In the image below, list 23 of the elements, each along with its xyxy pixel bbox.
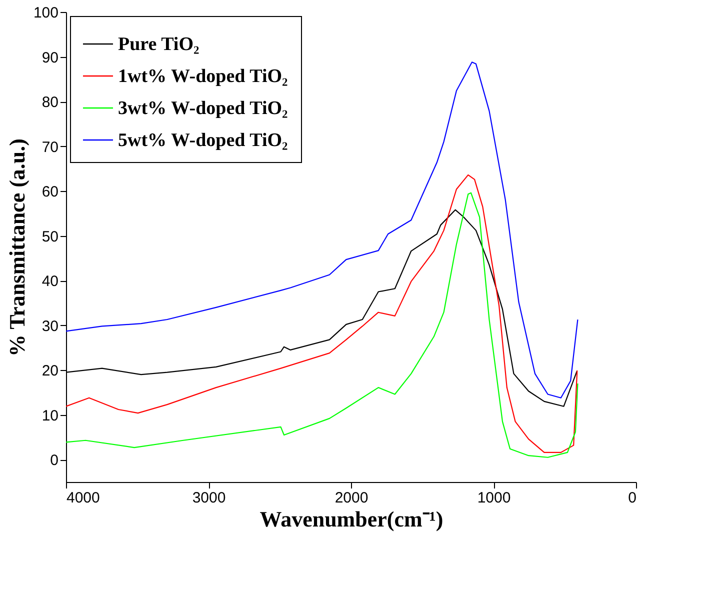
- y-tick-label: 30: [42, 318, 58, 335]
- y-tick-label: 90: [42, 49, 58, 66]
- x-tick-label: 1000: [477, 490, 511, 506]
- y-tick-label: 10: [42, 407, 58, 424]
- legend-label: 1wt% W-doped TiO₂: [118, 66, 288, 87]
- legend-label: Pure TiO₂: [118, 34, 200, 55]
- y-tick-label: 50: [42, 228, 58, 246]
- x-tick-label: 4000: [66, 490, 100, 506]
- legend-label: 5wt% W-doped TiO₂: [118, 130, 288, 151]
- y-tick-label: 0: [50, 452, 58, 470]
- y-tick-label: 100: [33, 4, 58, 22]
- y-axis-title: % Transmittance (a.u.): [4, 138, 30, 356]
- y-tick-label: 40: [42, 273, 58, 290]
- line-series: [66, 62, 578, 398]
- x-axis-title: Wavenumber(cm⁻¹): [260, 506, 444, 532]
- x-tick-label: 3000: [192, 490, 226, 506]
- x-tick-label: 0: [628, 490, 636, 506]
- y-tick-label: 70: [42, 138, 58, 156]
- y-tick-label: 60: [42, 184, 58, 201]
- x-tick-label: 2000: [334, 490, 368, 506]
- y-tick-label: 80: [42, 94, 58, 112]
- y-tick-label: 20: [42, 362, 58, 380]
- legend-label: 3wt% W-doped TiO₂: [118, 98, 288, 119]
